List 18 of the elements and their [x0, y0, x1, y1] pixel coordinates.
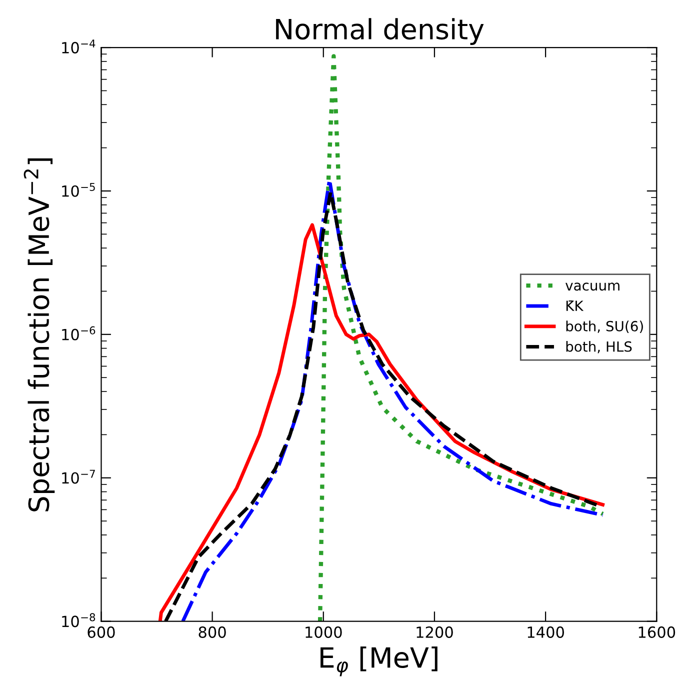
x-tick-label: 1600 — [638, 626, 676, 638]
y-tick-label: 10$^{−7}$ — [62, 470, 95, 484]
x-axis-title: E$_{φ}$ [MeV] — [320, 646, 438, 676]
y-tick-label: 10$^{−8}$ — [62, 613, 96, 628]
x-tick-label: 600 — [88, 626, 115, 638]
y-axis-title: Spectral function [MeV$^{−2}$] — [24, 158, 55, 512]
legend-label: both, SU(6) — [566, 320, 643, 334]
legend-label: both, HLS — [566, 341, 632, 354]
y-tick-label: 10$^{−4}$ — [62, 40, 96, 54]
chart-title: Normal density — [276, 18, 484, 45]
x-tick-label: 1400 — [528, 626, 564, 638]
x-tick-label: 1000 — [306, 626, 342, 638]
x-tick-label: 1200 — [416, 626, 453, 638]
y-tick-label: 10$^{−5}$ — [62, 183, 95, 197]
legend-label: K̄K — [566, 300, 584, 311]
legend-label: vacuum — [566, 282, 620, 291]
x-tick-label: 800 — [198, 626, 226, 638]
y-tick-label: 10$^{−6}$ — [62, 326, 96, 340]
